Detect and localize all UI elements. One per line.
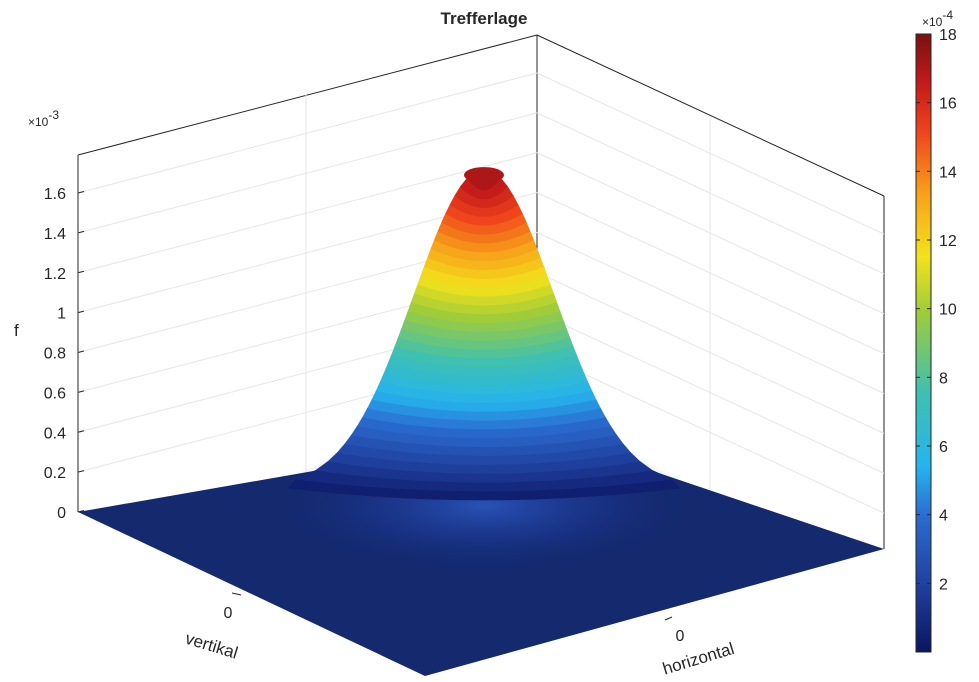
z-tick-label: 1.2 <box>44 266 66 283</box>
colorbar-tick-label: 6 <box>939 439 948 456</box>
z-axis-label: f <box>14 321 19 340</box>
colorbar-tick-label: 4 <box>939 508 948 525</box>
z-tick-label: 1 <box>57 306 66 323</box>
colorbar-tick-label: 12 <box>939 233 957 250</box>
z-tick-mark <box>77 350 85 353</box>
z-tick-mark <box>77 310 85 314</box>
z-tick-mark <box>77 510 85 513</box>
surface-peak <box>287 167 681 501</box>
y-axis-label: vertikal <box>183 629 240 663</box>
z-tick-label: 1.6 <box>44 186 66 203</box>
colorbar-exponent-label: ×10-4 <box>922 8 953 29</box>
chart-title: Trefferlage <box>441 9 528 28</box>
x-tick-label: 0 <box>676 628 685 645</box>
z-tick-mark <box>77 191 85 194</box>
grid-line <box>77 72 538 194</box>
z-tick-mark <box>77 270 85 274</box>
z-tick-label: 0.4 <box>44 425 66 442</box>
y-tick-mark <box>231 592 242 596</box>
colorbar <box>915 33 932 653</box>
z-tick-label: 0 <box>57 505 66 522</box>
z-tick-label: 0.6 <box>44 385 66 402</box>
colorbar-ticks: 2 4 6 8 10 12 14 16 18 <box>916 27 957 593</box>
grid-line <box>77 152 538 274</box>
z-tick-label: 0.8 <box>44 346 66 363</box>
x-axis-label: horizontal <box>660 639 736 679</box>
z-tick-mark <box>77 390 85 393</box>
y-tick-label: 0 <box>224 605 233 622</box>
z-tick-label: 0.2 <box>44 465 66 482</box>
z-tick-label: 1.4 <box>44 226 66 243</box>
colorbar-tick-label: 8 <box>939 370 948 387</box>
colorbar-tick-label: 18 <box>939 27 957 44</box>
z-exponent-label: ×10-3 <box>28 108 59 129</box>
colorbar-tick-label: 14 <box>939 164 957 181</box>
z-tick-mark <box>77 430 85 433</box>
x-tick-mark <box>664 616 673 621</box>
colorbar-tick-label: 10 <box>939 302 957 319</box>
axes-box <box>77 34 885 549</box>
colorbar-tick-label: 16 <box>939 96 957 113</box>
grid-line <box>77 112 538 234</box>
z-axis: 0 0.2 0.4 0.6 0.8 1 1.2 1.4 1.6 <box>44 186 85 522</box>
z-tick-mark <box>77 470 85 473</box>
colorbar-tick-label: 2 <box>939 576 948 593</box>
surface-cap <box>464 167 504 184</box>
z-tick-mark <box>77 230 85 234</box>
